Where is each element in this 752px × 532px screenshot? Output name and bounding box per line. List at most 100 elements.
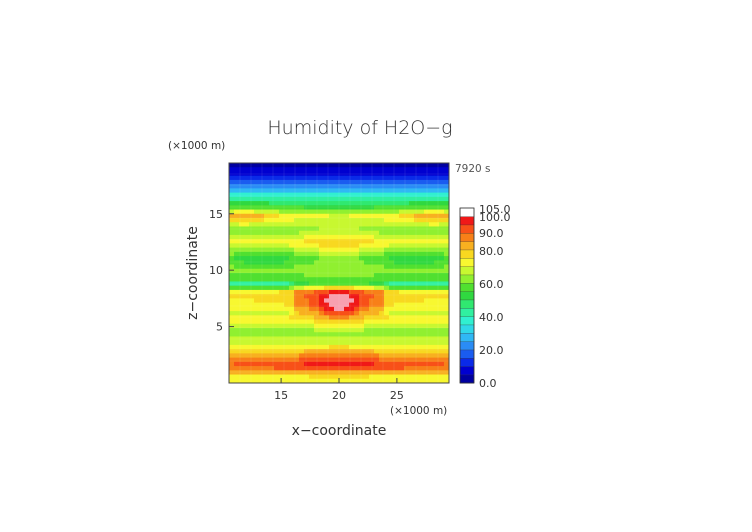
- heatmap-cell: [399, 213, 405, 219]
- heatmap-cell: [259, 294, 265, 299]
- heatmap-cell: [414, 344, 420, 350]
- heatmap-cell: [369, 332, 375, 337]
- heatmap-cell: [254, 239, 260, 244]
- heatmap-cell: [384, 196, 390, 202]
- heatmap-cell: [314, 184, 320, 189]
- heatmap-cell: [279, 175, 285, 181]
- heatmap-cell: [299, 315, 305, 320]
- heatmap-cell: [254, 184, 260, 189]
- heatmap-cell: [304, 239, 310, 244]
- heatmap-cell: [354, 344, 360, 350]
- heatmap-cell: [299, 167, 305, 172]
- heatmap-cell: [229, 163, 235, 168]
- heatmap-cell: [279, 222, 285, 227]
- heatmap-cell: [364, 332, 370, 337]
- heatmap-cell: [444, 234, 450, 240]
- heatmap-cell: [394, 294, 400, 299]
- heatmap-cell: [314, 268, 320, 274]
- heatmap-cell: [249, 230, 255, 236]
- heatmap-cell: [384, 201, 390, 206]
- heatmap-cell: [334, 201, 340, 206]
- heatmap-cell: [344, 319, 350, 325]
- heatmap-cell: [394, 239, 400, 244]
- heatmap-cell: [279, 306, 285, 312]
- heatmap-cell: [419, 222, 425, 227]
- heatmap-cell: [294, 344, 300, 350]
- heatmap-cell: [344, 184, 350, 189]
- heatmap-cell: [344, 260, 350, 265]
- heatmap-cell: [409, 205, 415, 210]
- heatmap-cell: [434, 179, 440, 185]
- heatmap-cell: [414, 273, 420, 278]
- heatmap-cell: [374, 315, 380, 320]
- heatmap-cell: [439, 184, 445, 189]
- heatmap-cell: [364, 222, 370, 227]
- heatmap-cell: [389, 277, 395, 282]
- heatmap-cell: [309, 171, 315, 177]
- heatmap-cell: [389, 226, 395, 232]
- heatmap-cell: [354, 226, 360, 232]
- heatmap-cell: [254, 285, 260, 291]
- heatmap-cell: [384, 234, 390, 240]
- heatmap-cell: [234, 311, 240, 316]
- colorbar-label: 105.0: [479, 203, 511, 216]
- heatmap-cell: [414, 209, 420, 215]
- heatmap-cell: [249, 234, 255, 240]
- heatmap-cell: [419, 378, 425, 384]
- heatmap-cell: [314, 349, 320, 354]
- heatmap-cell: [304, 260, 310, 265]
- heatmap-cell: [244, 205, 250, 210]
- heatmap-cell: [369, 209, 375, 215]
- heatmap-cell: [339, 323, 345, 329]
- heatmap-cell: [249, 370, 255, 375]
- heatmap-cell: [419, 328, 425, 333]
- heatmap-cell: [379, 374, 385, 380]
- heatmap-cell: [349, 277, 355, 282]
- heatmap-cell: [384, 336, 390, 342]
- heatmap-cell: [284, 268, 290, 274]
- heatmap-cell: [349, 196, 355, 202]
- heatmap-cell: [434, 213, 440, 219]
- heatmap-cell: [369, 226, 375, 232]
- heatmap-cell: [414, 213, 420, 219]
- heatmap-cell: [279, 192, 285, 198]
- heatmap-cell: [344, 366, 350, 371]
- heatmap-cell: [249, 167, 255, 172]
- heatmap-cell: [414, 239, 420, 244]
- heatmap-cell: [344, 357, 350, 363]
- heatmap-cell: [439, 302, 445, 308]
- heatmap-cell: [324, 175, 330, 181]
- heatmap-cell: [264, 336, 270, 342]
- heatmap-cell: [379, 175, 385, 181]
- heatmap-cell: [404, 167, 410, 172]
- heatmap-cell: [439, 218, 445, 223]
- heatmap-cell: [314, 302, 320, 308]
- heatmap-cell: [314, 315, 320, 320]
- heatmap-cell: [399, 323, 405, 329]
- heatmap-cell: [284, 167, 290, 172]
- heatmap-cell: [234, 319, 240, 325]
- heatmap-cell: [309, 374, 315, 380]
- heatmap-cell: [349, 256, 355, 261]
- heatmap-cell: [439, 201, 445, 206]
- heatmap-cell: [269, 315, 275, 320]
- heatmap-cell: [414, 247, 420, 253]
- heatmap-cell: [279, 163, 285, 168]
- heatmap-cell: [424, 239, 430, 244]
- heatmap-cell: [334, 171, 340, 177]
- heatmap-cell: [299, 213, 305, 219]
- heatmap-cell: [369, 264, 375, 270]
- heatmap-cell: [394, 247, 400, 253]
- heatmap-cell: [314, 201, 320, 206]
- heatmap-cell: [424, 192, 430, 198]
- heatmap-cell: [254, 201, 260, 206]
- heatmap-cell: [294, 239, 300, 244]
- heatmap-cell: [239, 213, 245, 219]
- heatmap-cell: [359, 323, 365, 329]
- heatmap-cell: [229, 281, 235, 287]
- heatmap-cell: [404, 192, 410, 198]
- heatmap-cell: [384, 332, 390, 337]
- heatmap-cell: [284, 323, 290, 329]
- heatmap-cell: [374, 163, 380, 168]
- heatmap-cell: [249, 306, 255, 312]
